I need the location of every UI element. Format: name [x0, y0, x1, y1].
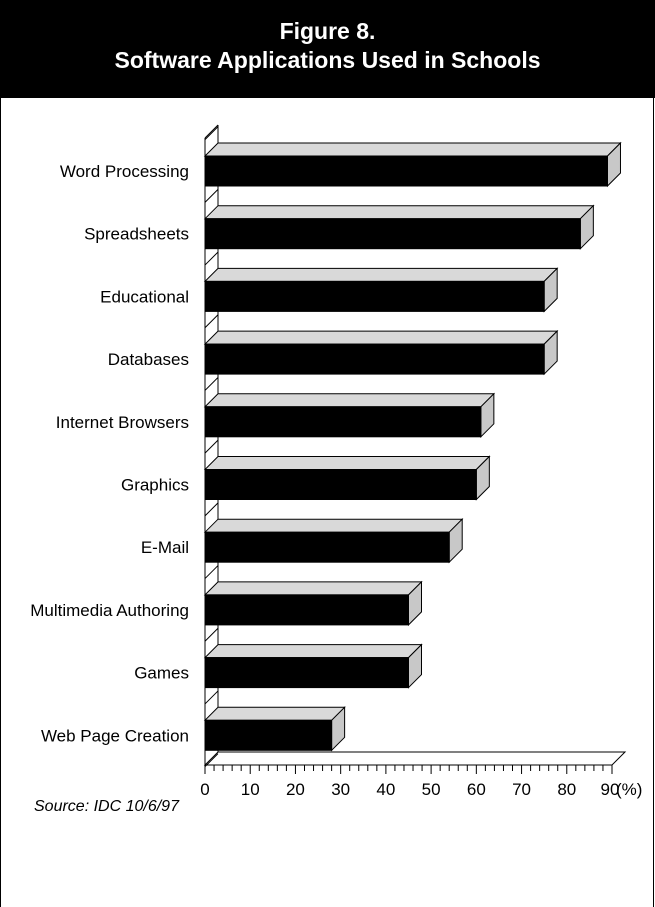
- bar-top: [203, 267, 559, 282]
- category-label: Web Page Creation: [41, 726, 189, 745]
- x-tick-label: 30: [331, 780, 350, 799]
- category-label: Word Processing: [60, 162, 189, 181]
- category-divider: [204, 126, 219, 141]
- x-tick-label: 60: [467, 780, 486, 799]
- category-divider: [204, 377, 219, 391]
- category-label: Educational: [100, 287, 189, 306]
- bar-front: [204, 218, 581, 250]
- bar: [203, 141, 622, 188]
- category-divider: [204, 690, 219, 705]
- category-label: Games: [134, 664, 189, 683]
- bar: [203, 580, 423, 627]
- bar-front: [204, 280, 545, 312]
- y-axis-top-edge: [204, 124, 219, 139]
- bar-top: [203, 706, 346, 721]
- x-tick-label: 0: [200, 780, 209, 799]
- bar-top: [203, 393, 496, 408]
- source-note: Source: IDC 10/6/97: [34, 798, 179, 815]
- category-divider: [204, 565, 219, 579]
- x-unit-label: (%): [616, 780, 642, 799]
- category-divider: [204, 188, 219, 203]
- bar: [203, 204, 595, 250]
- bar: [203, 706, 346, 752]
- category-divider: [204, 753, 219, 768]
- bar: [203, 643, 423, 689]
- figure-header: Figure 8. Software Applications Used in …: [0, 0, 655, 98]
- bar-front: [204, 155, 608, 187]
- bar-front: [204, 469, 477, 500]
- category-divider: [204, 314, 219, 329]
- figure-label: Figure 8.: [279, 18, 376, 44]
- bar-top: [203, 644, 423, 659]
- x-tick-label: 80: [557, 780, 576, 799]
- bar: [203, 392, 496, 439]
- bar-front: [204, 406, 482, 438]
- bar: [203, 455, 491, 501]
- chart-bars: [203, 141, 622, 752]
- category-divider: [204, 439, 219, 454]
- bar-front: [204, 594, 409, 626]
- bar-front: [204, 343, 545, 375]
- bar-top: [203, 518, 464, 533]
- bar: [203, 267, 559, 313]
- bar-top: [203, 205, 595, 220]
- bar-chart: Word Processing Spreadsheets Educational Da…: [30, 124, 642, 799]
- category-divider: [204, 627, 219, 642]
- bar-front: [204, 531, 450, 563]
- category-label: Graphics: [121, 476, 189, 495]
- category-labels: Word Processing Spreadsheets Educational Da…: [30, 162, 189, 745]
- category-label: Multimedia Authoring: [30, 601, 189, 620]
- category-label: Spreadsheets: [84, 225, 189, 244]
- category-label: E-Mail: [141, 538, 189, 557]
- category-divider: [204, 502, 219, 517]
- bar-top: [203, 581, 423, 596]
- x-tick-label: 90: [601, 780, 620, 799]
- category-label: Databases: [108, 350, 189, 369]
- figure-title: Software Applications Used in Schools: [114, 47, 541, 73]
- bar-top: [203, 142, 622, 157]
- bar-top: [203, 330, 559, 345]
- category-divider: [204, 251, 219, 266]
- bar: [203, 329, 559, 376]
- x-axis-floor: [203, 751, 627, 766]
- x-tick-label: 50: [422, 780, 441, 799]
- x-tick-label: 40: [376, 780, 395, 799]
- bar: [203, 517, 464, 564]
- bar-top: [203, 456, 491, 470]
- x-tick-label: 20: [286, 780, 305, 799]
- x-tick-label: 70: [512, 780, 531, 799]
- x-tick-label: 10: [241, 780, 260, 799]
- bar-front: [204, 719, 333, 751]
- x-tick-labels: 0 10 20 30 40 50 60 70 80 90(%): [200, 780, 642, 799]
- bar-front: [204, 657, 409, 689]
- category-label: Internet Browsers: [56, 413, 189, 432]
